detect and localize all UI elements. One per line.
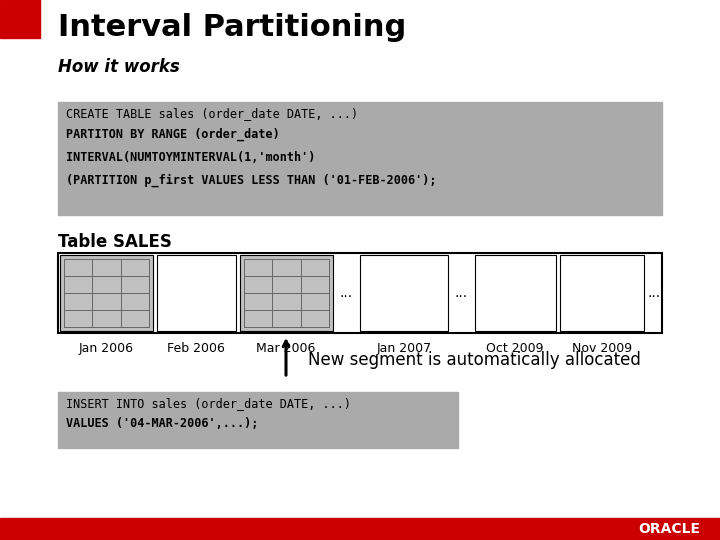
Text: How it works: How it works [58, 58, 180, 76]
Text: INTERVAL(NUMTOYMINTERVAL(1,'month'): INTERVAL(NUMTOYMINTERVAL(1,'month') [66, 151, 315, 164]
Text: ...: ... [455, 286, 468, 300]
Text: Nov 2009: Nov 2009 [572, 342, 632, 355]
Text: ORACLE: ORACLE [638, 522, 700, 536]
Text: ...: ... [647, 286, 660, 300]
Text: CREATE TABLE sales (order_date DATE, ...): CREATE TABLE sales (order_date DATE, ...… [66, 107, 358, 120]
Text: Jan 2007: Jan 2007 [377, 342, 431, 355]
Bar [240, 255, 333, 331]
Bar [0, 518, 720, 540]
Text: Mar 2006: Mar 2006 [256, 342, 315, 355]
Bar [58, 253, 662, 333]
Text: VALUES ('04-MAR-2006',...);: VALUES ('04-MAR-2006',...); [66, 417, 258, 430]
Bar [157, 255, 236, 331]
Bar [60, 255, 153, 331]
Text: Feb 2006: Feb 2006 [167, 342, 225, 355]
Bar [58, 102, 662, 215]
Text: Oct 2009: Oct 2009 [486, 342, 544, 355]
Bar [560, 255, 644, 331]
Bar [58, 392, 458, 448]
Bar [360, 255, 448, 331]
Text: PARTITON BY RANGE (order_date): PARTITON BY RANGE (order_date) [66, 128, 280, 141]
Text: INSERT INTO sales (order_date DATE, ...): INSERT INTO sales (order_date DATE, ...) [66, 397, 351, 410]
Text: Table SALES: Table SALES [58, 233, 172, 251]
Text: New segment is automatically allocated: New segment is automatically allocated [308, 351, 641, 369]
Bar [475, 255, 556, 331]
Text: Jan 2006: Jan 2006 [78, 342, 133, 355]
Bar [0, 0, 40, 38]
Text: ...: ... [340, 286, 353, 300]
Text: Interval Partitioning: Interval Partitioning [58, 13, 406, 42]
Text: (PARTITION p_first VALUES LESS THAN ('01-FEB-2006');: (PARTITION p_first VALUES LESS THAN ('01… [66, 174, 436, 187]
